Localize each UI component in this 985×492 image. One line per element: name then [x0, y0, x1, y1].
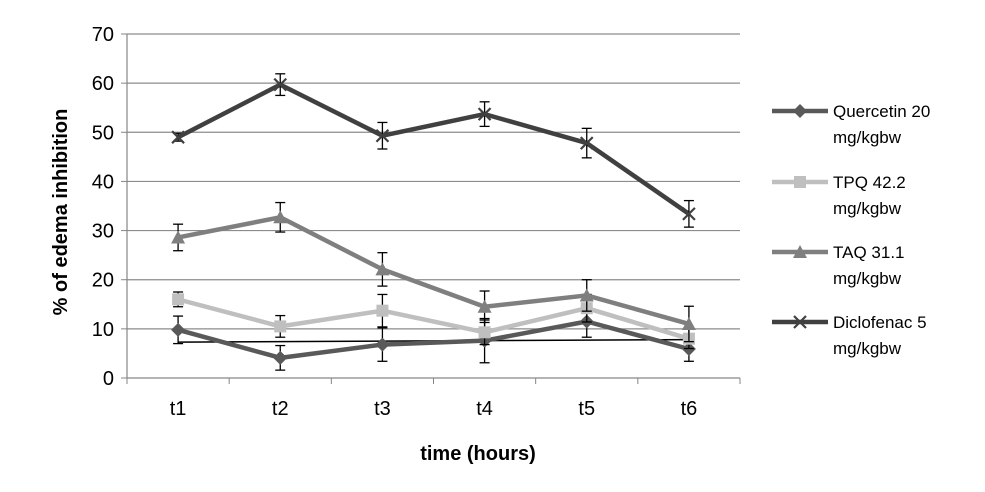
y-tick-label: 60 [92, 73, 114, 95]
legend-label: mg/kgbw [833, 199, 902, 218]
x-tick-label: t4 [476, 398, 493, 420]
legend-entry-2: TPQ 42.2 mg/kgbw [772, 173, 906, 218]
y-axis-title: % of edema inhibition [50, 109, 72, 316]
legend-label: mg/kgbw [833, 269, 902, 288]
x-tick-label: t1 [170, 398, 187, 420]
data-point [274, 320, 287, 333]
y-tick-labels: 0 10 20 30 40 50 60 70 [92, 24, 114, 390]
data-point [375, 262, 390, 276]
legend-swatch-marker [793, 315, 807, 329]
data-point [273, 210, 288, 224]
series-group [171, 73, 696, 371]
data-point [682, 207, 696, 221]
x-tick-label: t6 [681, 398, 698, 420]
data-point [375, 128, 390, 143]
data-point [171, 230, 186, 244]
legend-swatch-marker [794, 176, 806, 188]
data-point [171, 322, 186, 337]
x-tick-label: t5 [578, 398, 595, 420]
y-tick-label: 10 [92, 319, 114, 341]
gridlines [127, 33, 740, 330]
y-tick-label: 20 [92, 270, 114, 292]
data-point [376, 304, 389, 317]
data-point [375, 337, 390, 352]
y-tick-label: 30 [92, 221, 114, 243]
series-3 [171, 201, 696, 343]
axes [121, 33, 741, 384]
data-point [273, 77, 288, 92]
y-tick-label: 50 [92, 122, 114, 144]
data-point [681, 316, 696, 330]
series-line [177, 82, 691, 216]
data-point [478, 326, 491, 339]
data-point [171, 130, 185, 144]
x-tick-labels: t1 t2 t3 t4 t5 t6 [170, 398, 698, 420]
data-point [477, 107, 492, 121]
data-point [579, 136, 594, 150]
x-axis-title: time (hours) [420, 443, 536, 465]
data-point [172, 293, 185, 306]
legend-label: mg/kgbw [833, 339, 902, 358]
y-tick-label: 40 [92, 171, 114, 193]
series-4 [171, 73, 696, 228]
legend-label: Quercetin 20 [833, 102, 930, 121]
x-tick-label: t2 [272, 398, 289, 420]
legend-entry-1: Quercetin 20 mg/kgbw [772, 102, 930, 147]
x-tick-label: t3 [374, 398, 391, 420]
legend-label: mg/kgbw [833, 128, 902, 147]
legend-swatch-marker [793, 245, 807, 258]
legend-label: Diclofenac 5 [833, 313, 927, 332]
y-tick-label: 70 [92, 24, 114, 46]
legend-swatch-marker [793, 104, 807, 118]
y-tick-label: 0 [103, 368, 114, 390]
legend-label: TAQ 31.1 [833, 243, 905, 262]
series-line [177, 319, 690, 361]
series-line [177, 297, 690, 341]
legend-entry-4: Diclofenac 5 mg/kgbw [772, 313, 927, 358]
data-point [273, 350, 288, 365]
data-point [579, 288, 594, 302]
series-line [177, 215, 690, 327]
legend-entry-3: TAQ 31.1 mg/kgbw [772, 243, 905, 288]
data-point [477, 299, 492, 313]
legend-label: TPQ 42.2 [833, 173, 906, 192]
